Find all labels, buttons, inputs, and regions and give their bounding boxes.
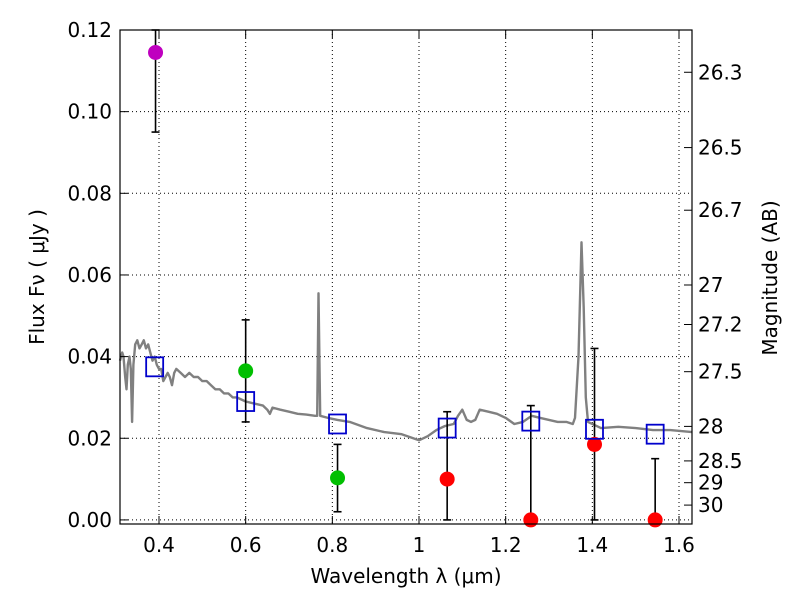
model-square: [328, 413, 347, 435]
y-tick-label: 0.00: [67, 508, 112, 532]
y-axis-title: Flux Fν ( μJy ): [25, 209, 49, 345]
x-axis-title: Wavelength λ (μm): [310, 564, 501, 588]
grid: [120, 29, 692, 524]
right-tick-label: 27.5: [698, 360, 743, 384]
x-tick-label: 1: [413, 533, 426, 557]
model-square: [236, 391, 256, 412]
observed-point: [647, 512, 663, 528]
right-tick-label: 29: [698, 471, 723, 495]
model-sed-line: [118, 241, 693, 442]
y-tick-label: 0.12: [67, 18, 112, 42]
right-axis-title: Magnitude (AB): [758, 200, 782, 355]
x-tick-label: 0.6: [230, 533, 262, 557]
right-tick-label: 30: [698, 493, 723, 517]
right-tick-label: 26.7: [698, 198, 743, 222]
y-axis: 0.00 0.02 0.04 0.06 0.08 0.10 0.12: [67, 18, 128, 532]
right-tick-label: 28: [698, 414, 723, 438]
observed-points: [148, 44, 663, 528]
y-tick-label: 0.04: [67, 345, 112, 369]
y-tick-label: 0.10: [67, 100, 112, 124]
y-tick-label: 0.06: [67, 263, 112, 287]
model-square: [585, 418, 604, 440]
observed-point: [523, 512, 539, 528]
observed-point: [330, 470, 346, 486]
x-tick-label: 0.4: [143, 533, 175, 557]
model-square: [145, 356, 165, 378]
x-tick-label: 1.4: [576, 533, 608, 557]
x-tick-label: 1.2: [490, 533, 522, 557]
y-tick-label: 0.08: [67, 181, 112, 205]
plot-frame: [119, 29, 693, 525]
observed-point: [439, 471, 455, 487]
observed-point: [587, 436, 602, 452]
model-square: [521, 410, 541, 432]
observed-point: [238, 363, 254, 379]
y-tick-label: 0.02: [67, 426, 112, 450]
x-axis: 0.4 0.6 0.8 1 1.2 1.4 1.6: [143, 30, 695, 557]
x-tick-label: 0.8: [316, 533, 348, 557]
model-square: [645, 423, 665, 445]
right-tick-label: 27.2: [698, 313, 743, 337]
model-photometry-squares: [145, 356, 665, 445]
right-tick-label: 26.5: [698, 136, 743, 160]
model-sed-layer: [118, 241, 693, 442]
right-tick-label: 26.3: [698, 60, 743, 84]
observed-point: [148, 44, 164, 60]
model-square: [437, 417, 457, 439]
x-tick-label: 1.6: [663, 533, 695, 557]
right-tick-label: 27: [698, 273, 723, 297]
right-tick-label: 28.5: [698, 449, 743, 473]
